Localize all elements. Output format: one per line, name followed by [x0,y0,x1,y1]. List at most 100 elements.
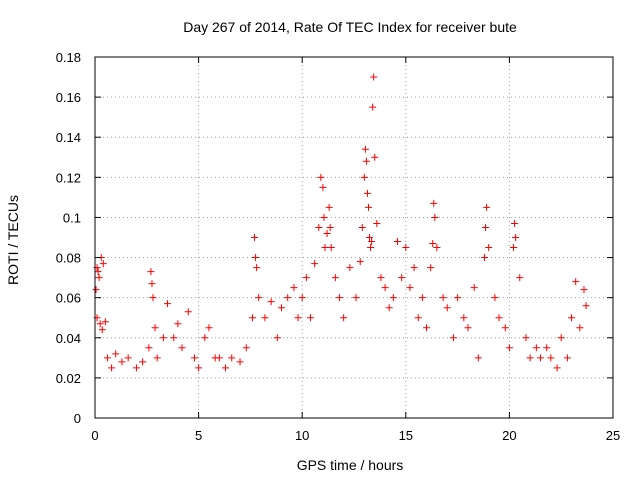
data-point [325,203,333,211]
data-point [511,219,519,227]
y-tick-label: 0.16 [56,90,81,105]
data-point [429,240,437,248]
data-point [371,153,379,161]
y-axis-label: ROTI / TECUs [5,195,21,285]
data-point [358,223,366,231]
data-point [543,344,551,352]
data-point [195,364,203,372]
data-point [568,314,576,322]
data-point [335,294,343,302]
x-tick-label: 10 [295,428,309,443]
data-point [580,286,588,294]
data-point [145,344,153,352]
data-point [294,314,302,322]
data-point [253,264,261,272]
data-point [394,238,402,246]
x-tick-label: 5 [195,428,202,443]
data-point [470,284,478,292]
data-point [149,294,157,302]
y-tick-label: 0.06 [56,291,81,306]
data-point [96,320,104,328]
data-point [302,274,310,282]
data-point [255,294,263,302]
data-point [385,304,393,312]
data-point [261,314,269,322]
grid-lines [95,57,613,418]
data-point [389,294,397,302]
data-point [418,294,426,302]
data-point [174,320,182,328]
data-point [356,258,364,266]
data-point [321,244,329,252]
data-point [290,284,298,292]
y-tick-label: 0.02 [56,371,81,386]
data-point [370,73,378,81]
data-point [215,354,223,362]
data-point [132,364,140,372]
data-point [99,260,107,268]
y-tick-labels: 0 0.02 0.04 0.06 0.08 0.1 0.12 0.14 0.16 0.18 [56,50,81,426]
x-tick-labels: 0 5 10 15 20 25 [91,428,620,443]
data-point [92,286,100,294]
tick-marks [94,56,614,419]
data-point [423,324,431,332]
data-point [510,244,518,252]
data-point [474,354,482,362]
data-point [485,244,493,252]
data-point [369,103,377,111]
data-point [553,364,561,372]
data-point [482,223,490,231]
data-point [373,219,381,227]
data-point [101,318,109,326]
data-point [547,354,555,362]
data-point [170,334,178,342]
data-point [340,314,348,322]
data-point [298,294,306,302]
data-point [454,294,462,302]
data-point [326,223,334,231]
data-point [323,229,331,237]
data-point [331,274,339,282]
data-point [536,354,544,362]
plot-frame [94,56,614,419]
data-point [481,254,489,262]
data-point [159,334,167,342]
y-tick-label: 0.08 [56,251,81,266]
data-point [153,354,161,362]
data-point [398,274,406,282]
data-point [501,324,509,332]
data-point [414,314,422,322]
data-point [427,264,435,272]
y-tick-label: 0.18 [56,50,81,65]
data-point [222,364,230,372]
data-point [495,314,503,322]
x-tick-label: 20 [502,428,516,443]
x-tick-label: 15 [399,428,413,443]
data-point [151,324,159,332]
data-point [252,254,260,262]
data-point [433,244,441,252]
data-point [366,234,374,241]
data-point [449,334,457,342]
data-point [103,354,111,362]
data-point [317,173,325,181]
data-point [311,260,319,268]
data-point [267,298,275,306]
data-point [362,157,370,165]
data-point [315,223,323,231]
data-point [98,326,106,334]
data-point [410,264,418,272]
x-tick-label: 0 [91,428,98,443]
y-tick-label: 0 [74,411,81,426]
data-point [306,314,314,322]
data-point [443,304,451,312]
y-tick-label: 0.14 [56,130,81,145]
data-point [352,294,360,302]
data-point [363,189,371,197]
data-point [201,334,209,342]
data-point [178,344,186,352]
data-point [522,334,530,342]
data-point [491,294,499,302]
y-tick-label: 0.12 [56,170,81,185]
